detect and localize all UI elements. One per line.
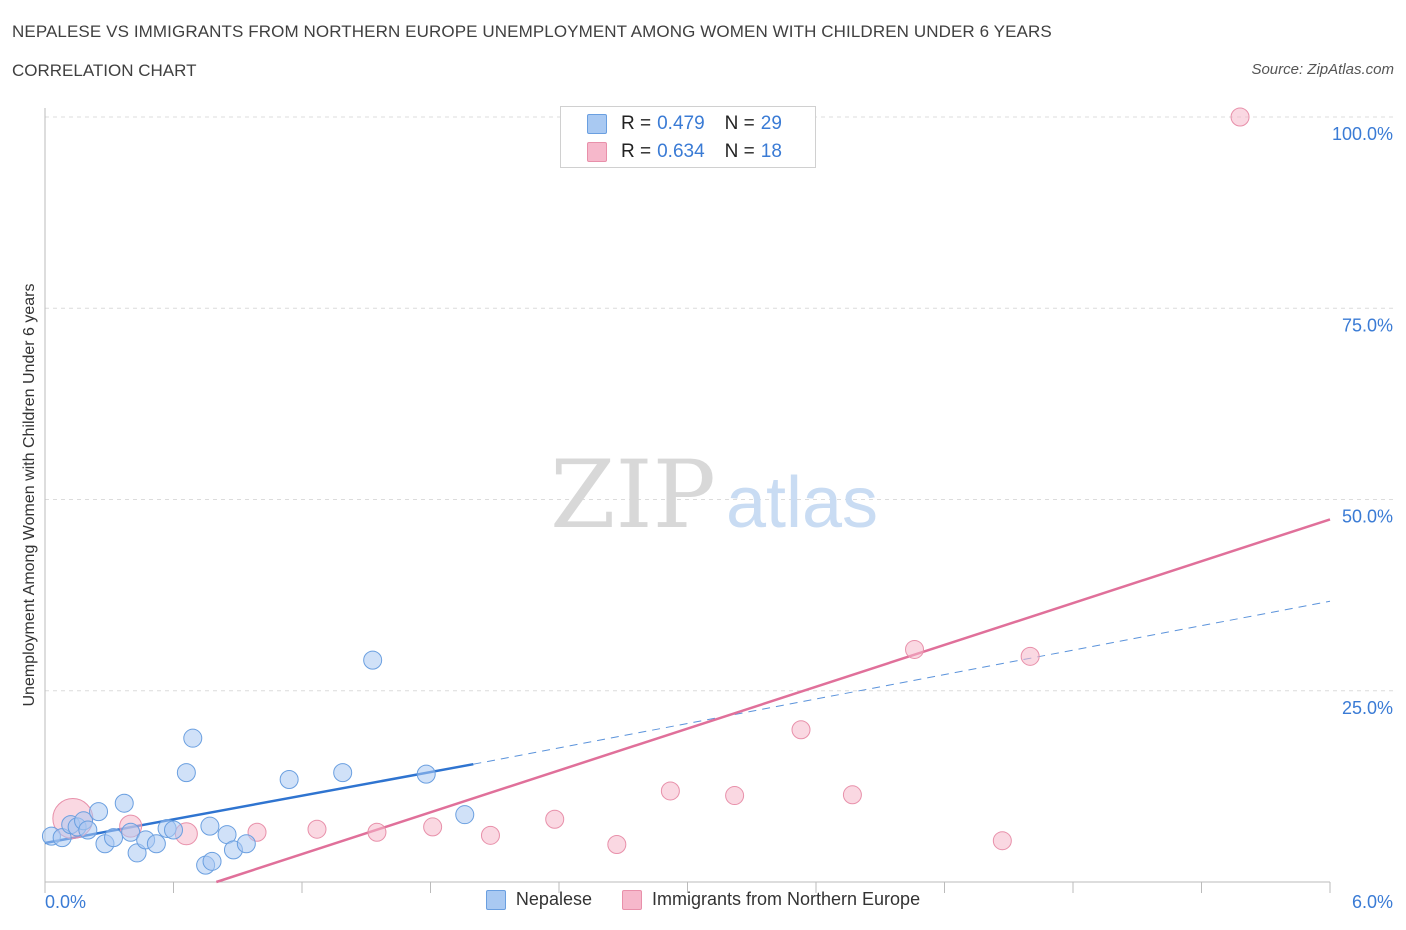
point-northern-europe (367, 822, 387, 842)
point-nepalese (363, 650, 383, 670)
trend-line-nepalese-extension (473, 600, 1331, 765)
stats-swatch-northern-europe (587, 142, 607, 162)
y-axis-label: Unemployment Among Women with Children U… (21, 283, 38, 707)
chart-legend: Nepalese Immigrants from Northern Europe (0, 889, 1406, 910)
stats-row-northern-europe: R = 0.634 N = 18 (587, 139, 782, 165)
axes (44, 108, 1331, 893)
point-nepalese (279, 769, 299, 789)
gridlines (45, 116, 1395, 692)
point-nepalese (455, 805, 475, 825)
data-points (41, 107, 1250, 875)
stats-legend: R = 0.479 N = 29 R = 0.634 N = 18 (560, 106, 816, 168)
y-tick-label: 25.0% (1342, 698, 1393, 718)
watermark: ZIP atlas (550, 441, 878, 550)
point-nepalese (146, 834, 166, 854)
n-label: N = (724, 141, 755, 162)
watermark-zip: ZIP (550, 441, 716, 550)
legend-item-nepalese[interactable]: Nepalese (485, 889, 592, 910)
point-northern-europe (545, 809, 565, 829)
trend-line-northern-europe (215, 518, 1331, 884)
point-nepalese (164, 820, 183, 840)
point-nepalese (236, 834, 256, 854)
legend-label: Immigrants from Northern Europe (651, 889, 921, 909)
point-nepalese (89, 802, 109, 822)
point-northern-europe (992, 831, 1012, 851)
point-nepalese (121, 822, 141, 842)
chart-subtitle: CORRELATION CHART (12, 61, 197, 80)
y-tick-label: 50.0% (1342, 507, 1393, 527)
point-northern-europe (660, 781, 680, 801)
tick-labels: 25.0% 50.0% 75.0% 100.0% 0.0% 6.0% (45, 124, 1393, 912)
point-nepalese (78, 820, 98, 840)
point-northern-europe (307, 819, 327, 839)
watermark-atlas: atlas (726, 463, 878, 543)
x-tick-label-max: 6.0% (1352, 892, 1393, 912)
point-nepalese (176, 763, 196, 783)
point-northern-europe (607, 835, 627, 855)
r-value: 0.479 (657, 113, 705, 134)
point-nepalese (333, 763, 353, 783)
point-nepalese (200, 816, 220, 836)
point-northern-europe (791, 720, 811, 740)
chart-title: NEPALESE VS IMMIGRANTS FROM NORTHERN EUR… (12, 22, 1052, 41)
point-northern-europe (480, 825, 500, 845)
n-label: N = (724, 113, 755, 134)
r-value: 0.634 (657, 141, 705, 162)
point-northern-europe (725, 786, 745, 806)
point-nepalese (104, 828, 124, 848)
legend-item-northern-europe[interactable]: Immigrants from Northern Europe (621, 889, 921, 910)
point-northern-europe (842, 785, 862, 805)
point-nepalese (416, 764, 436, 784)
point-northern-europe (423, 817, 443, 837)
trend-lines (44, 518, 1331, 884)
source-credit: Source: ZipAtlas.com (1251, 61, 1394, 78)
r-label: R = (621, 113, 652, 134)
n-value: 18 (760, 141, 782, 162)
point-northern-europe (1020, 646, 1040, 666)
n-value: 29 (760, 113, 782, 134)
r-label: R = (621, 141, 652, 162)
y-tick-label: 75.0% (1342, 315, 1393, 335)
point-northern-europe (905, 639, 925, 659)
stats-swatch-nepalese (587, 114, 607, 134)
y-tick-label: 100.0% (1332, 124, 1393, 144)
legend-swatch-nepalese (485, 889, 506, 910)
point-nepalese (114, 793, 134, 813)
point-nepalese (202, 851, 222, 871)
legend-label: Nepalese (515, 889, 592, 909)
legend-swatch-northern-europe (621, 889, 642, 910)
point-northern-europe (1230, 107, 1250, 127)
point-nepalese (183, 728, 203, 748)
x-tick-label-min: 0.0% (45, 892, 86, 912)
stats-row-nepalese: R = 0.479 N = 29 (587, 111, 782, 137)
